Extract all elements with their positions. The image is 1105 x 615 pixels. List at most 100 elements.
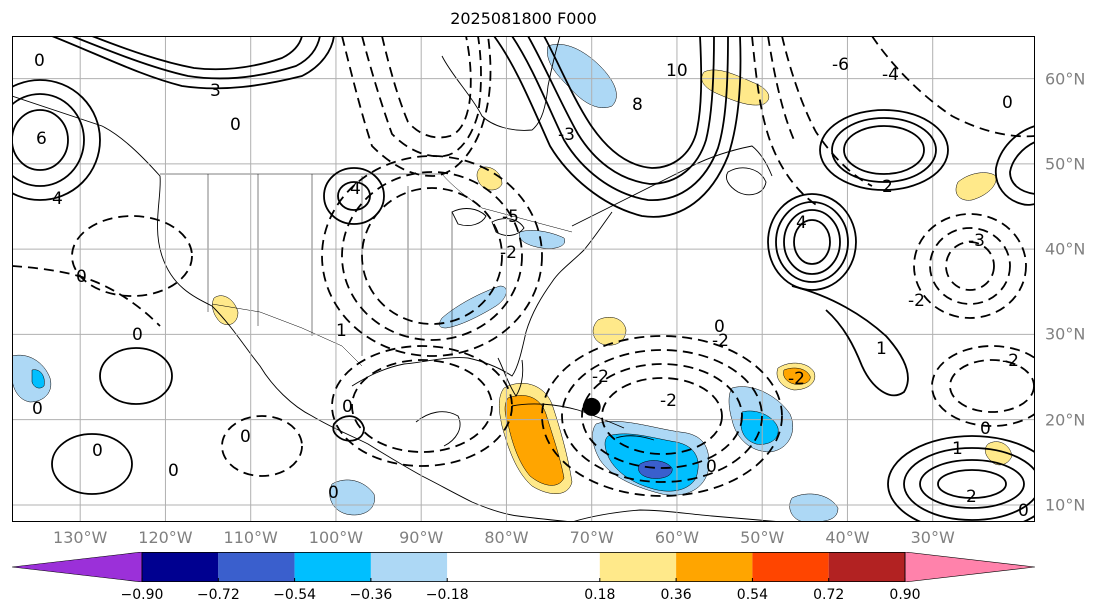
contour-label: 10 [666, 61, 688, 81]
contour-label: 1 [336, 321, 347, 341]
longitude-label: 100°W [308, 528, 364, 547]
contour-label: 4 [350, 179, 361, 199]
newfoundland [726, 167, 767, 196]
contour-label: 0 [980, 419, 991, 439]
longitude-label: 90°W [399, 528, 444, 547]
colorbar-tick-label: −0.72 [196, 587, 240, 603]
contour-label: 4 [796, 213, 807, 233]
contour-pacific-high-3 [12, 109, 69, 171]
contour-label: 0 [168, 461, 179, 481]
longitude-label: 60°W [654, 528, 700, 547]
colorbar-bin [294, 552, 371, 582]
colorbar-bin [142, 552, 219, 582]
contour-se-high-3 [919, 459, 1025, 509]
longitude-label: 120°W [138, 528, 193, 547]
south-america-north [571, 509, 783, 522]
contour-label: 0 [34, 51, 45, 71]
contour-label: 8 [632, 95, 643, 115]
colorbar-tick-label: 0.18 [584, 587, 616, 603]
contour-mex-pos [99, 347, 173, 405]
colorbar-svg [11, 551, 1036, 583]
contour-gulf-low-2 [351, 359, 493, 453]
contour-labrador-jet-4 [543, 36, 703, 169]
contour-label: 0 [92, 441, 103, 461]
colorbar-extend-low [11, 551, 143, 583]
florida-peninsula [497, 357, 524, 397]
contour-ne-trough-2 [767, 36, 795, 141]
longitude-label: 80°W [484, 528, 529, 547]
contour-carib-low-4 [601, 377, 723, 455]
contour-epac-pos [51, 433, 133, 495]
latitude-label: 60°N [1045, 69, 1086, 89]
colorbar-tick-label: 0.36 [660, 587, 692, 603]
contour-label: 0 [132, 325, 143, 345]
latitude-label: 30°N [1045, 324, 1086, 344]
contour-atl-low-3 [945, 241, 995, 291]
contour-label: 6 [36, 129, 47, 149]
contour-east-atl-trough [871, 36, 1035, 138]
contour-pacific-high-2 [12, 93, 85, 187]
contour-label: -5 [502, 207, 519, 227]
contour-ne-high-2 [831, 117, 937, 183]
colorbar-tick-label: 0.90 [889, 587, 921, 603]
longitude-label: 50°W [740, 528, 785, 547]
contour-carib-low-2 [561, 349, 763, 483]
contour-ne-trough-3 [781, 36, 873, 187]
contour-label: 0 [1018, 501, 1029, 521]
contour-e-atl-pos [994, 125, 1035, 206]
contour-label: 1 [876, 339, 887, 359]
contour-pacnw-jet-3 [91, 36, 303, 71]
map-title: 2025081800 F000 [450, 9, 597, 28]
cuba [511, 403, 625, 429]
colorbar-bin [752, 552, 829, 582]
contour-label: 1 [952, 439, 963, 459]
contour-label: -2 [500, 243, 517, 263]
contour-label-group: 0 3 6 4 0 4 1 0 0 -2 -5 -3 8 10 -6 -4 0 … [32, 51, 1029, 521]
contour-label: 0 [714, 317, 725, 337]
contour-pacnw-jet-2 [71, 36, 321, 80]
hudson-bay [441, 36, 561, 131]
yucatan [415, 411, 461, 447]
colorbar-extend-high [904, 551, 1036, 583]
contour-pacnw-jet-1 [51, 36, 335, 90]
shade-pacific-blue [12, 354, 52, 403]
contour-labrador-jet-1 [493, 36, 742, 218]
colorbar-tick-label: −0.18 [425, 587, 469, 603]
latitude-label: 40°N [1045, 239, 1086, 259]
shaded-regions [12, 44, 1013, 522]
us-mexico-border [211, 303, 363, 367]
colorbar-bin [218, 552, 295, 582]
state-lines [207, 174, 453, 356]
latitude-label: 10°N [1045, 495, 1086, 515]
contours [12, 36, 1035, 522]
great-lakes [451, 208, 525, 236]
contour-label: 0 [240, 427, 251, 447]
contour-plains-low-1 [321, 155, 543, 357]
contour-label: -2 [592, 367, 609, 387]
contour-atlantic-high-4 [793, 219, 831, 265]
contour-label: -2 [788, 369, 805, 389]
colorbar [11, 551, 1036, 586]
contour-label: 2 [966, 487, 977, 507]
shade-east-us-blue [439, 285, 507, 329]
shade-central-am-blue [329, 479, 375, 516]
contour-pacific-high-1 [12, 79, 101, 201]
contour-plains-low-3 [361, 187, 503, 325]
contour-label: 0 [32, 399, 43, 419]
shade-caribbean-darkblue [638, 460, 673, 479]
longitude-label: 70°W [569, 528, 614, 547]
shade-greatlakes-yellow [476, 166, 503, 191]
storm-center-marker [582, 397, 601, 416]
contour-label: 3 [210, 81, 221, 101]
contour-label: -2 [1002, 351, 1019, 371]
contour-label: -3 [558, 125, 575, 145]
contour-hudson-2 [361, 36, 482, 158]
contour-atl-rise [791, 285, 909, 397]
positive-contours [12, 36, 1035, 522]
longitude-label: 130°W [53, 528, 108, 547]
colorbar-tick-label: 0.72 [813, 587, 845, 603]
north-america-coastline [12, 95, 573, 522]
map-frame [12, 36, 1035, 522]
contour-label: 0 [1002, 93, 1013, 113]
contour-label: -6 [832, 55, 849, 75]
